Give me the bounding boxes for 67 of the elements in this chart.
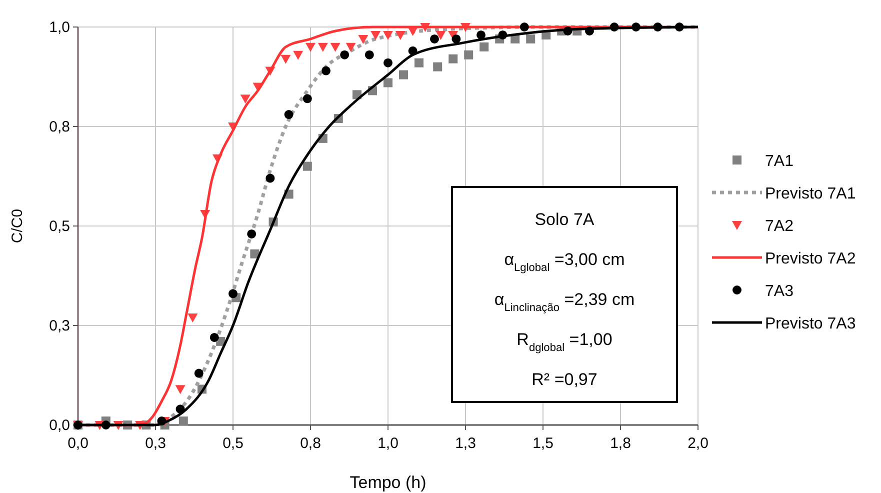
x-tick-label: 2,0 (688, 435, 708, 452)
x-axis-title: Tempo (h) (350, 473, 426, 492)
point (178, 416, 188, 426)
point (250, 249, 260, 258)
point (228, 289, 238, 298)
y-axis-title: C/C0 (9, 208, 26, 244)
x-tick-label: 1,0 (378, 435, 398, 452)
y-tick-label: 0,3 (49, 318, 70, 334)
x-tick-label: 1,8 (610, 435, 631, 452)
x-tick-label: 1,5 (532, 435, 554, 452)
legend-label: Previsto 7A2 (765, 250, 856, 268)
point (194, 368, 204, 378)
point (384, 78, 392, 88)
annotation: α$_{Lglobal}$ =3,00 cm (504, 250, 625, 274)
point (266, 174, 275, 183)
point (318, 42, 328, 52)
annotation: Solo 7A (534, 210, 595, 229)
annotation: R² =0,97 (532, 370, 598, 389)
y-tick-label: 0,5 (49, 218, 70, 235)
point (526, 34, 536, 44)
legend-label: 7A2 (765, 218, 794, 235)
point (464, 50, 474, 60)
point (358, 34, 368, 44)
y-tick-label: 0,0 (49, 417, 70, 434)
legend-label: 7A3 (765, 283, 794, 300)
point (322, 66, 330, 76)
point (188, 314, 198, 323)
y-tick-label: 0,8 (49, 118, 70, 136)
point (210, 332, 219, 342)
legend-label: Previsto 7A1 (765, 186, 856, 202)
x-tick-label: 0,0 (68, 435, 88, 452)
point (340, 50, 350, 60)
point (430, 34, 439, 44)
point (330, 42, 340, 52)
x-tick-label: 1,3 (455, 435, 476, 452)
legend-label: 7A1 (765, 153, 794, 170)
point (240, 94, 250, 104)
point (384, 58, 392, 68)
point (448, 54, 458, 64)
x-tick-label: 0,3 (145, 435, 166, 452)
point (302, 162, 312, 171)
point (247, 229, 256, 238)
y-tick-label: 1,0 (49, 19, 70, 36)
point (395, 30, 406, 40)
point (399, 70, 408, 80)
point (302, 94, 312, 104)
point (480, 42, 489, 52)
point (364, 50, 374, 60)
point (436, 30, 446, 40)
legend-label: Previsto 7A3 (765, 316, 856, 332)
x-tick-label: 0,5 (222, 435, 244, 452)
annotation: R$_{dglobal}$ =1,00 (516, 330, 612, 354)
point (280, 54, 291, 64)
point (383, 30, 393, 40)
point (414, 58, 424, 68)
point (520, 22, 529, 32)
x-tick-label: 0,8 (300, 435, 321, 452)
point (346, 42, 356, 52)
point (306, 42, 316, 52)
point (284, 110, 294, 120)
point (293, 50, 304, 60)
point (175, 385, 186, 394)
point (452, 34, 461, 44)
point (433, 62, 442, 72)
point (370, 30, 381, 40)
point (476, 30, 486, 40)
annotation: α$_{Linclinação}$ =2,39 cm (494, 290, 635, 314)
